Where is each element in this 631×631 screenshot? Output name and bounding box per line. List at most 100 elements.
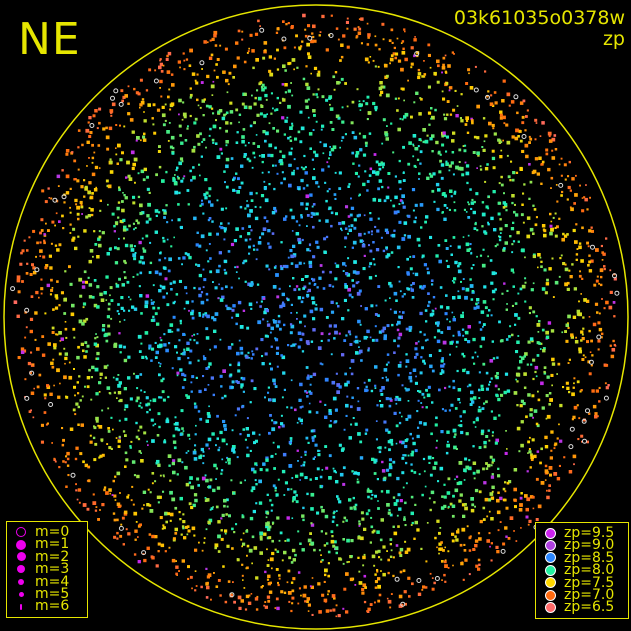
star-point xyxy=(328,97,332,100)
star-point xyxy=(530,453,533,457)
star-point xyxy=(265,522,269,526)
star-point xyxy=(62,460,65,463)
star-point xyxy=(275,351,279,355)
star-point xyxy=(201,199,203,202)
star-point xyxy=(483,140,486,143)
star-point xyxy=(104,332,109,337)
star-point xyxy=(246,157,250,161)
star-point xyxy=(358,132,361,135)
star-point xyxy=(308,282,311,285)
star-point xyxy=(123,125,126,128)
star-point xyxy=(309,532,312,535)
star-point xyxy=(103,488,106,492)
star-point xyxy=(605,237,608,240)
star-point xyxy=(230,286,233,289)
star-point xyxy=(417,75,421,80)
star-point xyxy=(524,494,528,498)
star-point xyxy=(235,141,239,144)
star-point xyxy=(361,243,366,248)
star-point xyxy=(458,461,463,465)
star-point xyxy=(547,321,552,325)
star-point xyxy=(401,471,405,475)
star-point xyxy=(99,454,103,458)
star-point xyxy=(429,473,433,477)
star-point xyxy=(374,325,377,328)
star-point xyxy=(215,63,218,66)
star-point xyxy=(363,527,367,531)
star-point xyxy=(266,323,271,327)
star-point xyxy=(460,561,464,566)
star-point xyxy=(424,339,427,342)
star-point xyxy=(100,298,105,302)
star-point xyxy=(281,469,286,474)
star-point xyxy=(25,272,29,275)
star-point xyxy=(433,336,437,339)
star-point xyxy=(443,495,447,499)
star-point xyxy=(295,494,298,497)
star-point xyxy=(210,53,214,57)
star-point xyxy=(547,167,551,172)
star-point xyxy=(521,149,525,153)
star-point xyxy=(238,339,241,342)
star-point xyxy=(405,418,409,421)
star-point xyxy=(69,232,72,234)
star-point xyxy=(81,285,86,289)
star-point xyxy=(470,201,475,205)
star-point xyxy=(578,349,582,354)
star-point xyxy=(440,163,445,167)
star-point xyxy=(283,494,286,496)
star-point xyxy=(516,426,521,431)
star-point xyxy=(121,151,124,155)
star-point xyxy=(127,102,130,105)
star-point xyxy=(490,542,493,545)
star-point xyxy=(341,447,345,451)
star-point xyxy=(186,525,190,528)
star-point xyxy=(443,483,446,486)
star-point xyxy=(362,555,366,560)
star-point xyxy=(431,115,435,120)
star-point xyxy=(464,144,467,147)
star-point xyxy=(505,123,509,127)
star-point xyxy=(211,138,215,142)
star-point xyxy=(312,328,316,332)
star-point xyxy=(81,143,84,147)
star-point xyxy=(241,563,244,566)
star-point xyxy=(556,437,559,440)
color-swatch-icon xyxy=(542,602,558,614)
star-point xyxy=(161,390,165,394)
star-point xyxy=(289,249,293,253)
star-point xyxy=(496,510,501,515)
star-point xyxy=(451,51,454,54)
star-point xyxy=(389,543,392,546)
star-point xyxy=(435,446,438,449)
star-point xyxy=(256,464,258,467)
star-point xyxy=(453,53,455,55)
magnitude-legend-entry: m=3 xyxy=(13,562,81,576)
star-point xyxy=(87,479,91,483)
unmeasured-star xyxy=(434,576,440,581)
star-point xyxy=(112,428,114,431)
star-point xyxy=(98,381,102,385)
star-point xyxy=(364,432,368,435)
star-point xyxy=(324,377,329,382)
star-point xyxy=(133,245,136,248)
star-point xyxy=(122,283,125,287)
star-point xyxy=(208,485,212,489)
star-point xyxy=(503,247,506,250)
star-point xyxy=(162,239,166,243)
star-point xyxy=(56,248,60,252)
star-point xyxy=(321,469,324,471)
star-point xyxy=(202,138,206,141)
star-point xyxy=(344,236,348,240)
star-point xyxy=(205,367,209,370)
star-point xyxy=(465,432,469,436)
star-point xyxy=(257,320,262,325)
star-point xyxy=(237,177,240,181)
star-point xyxy=(301,514,305,518)
star-point xyxy=(284,69,287,72)
star-point xyxy=(477,302,480,304)
star-point xyxy=(356,214,360,218)
star-point xyxy=(117,439,121,443)
star-point xyxy=(525,115,528,118)
star-point xyxy=(150,359,153,362)
